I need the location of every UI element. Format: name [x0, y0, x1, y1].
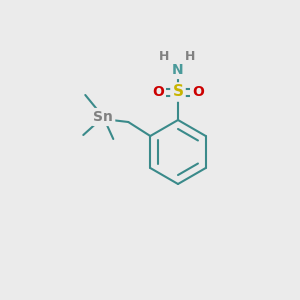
Text: N: N — [172, 63, 184, 77]
Text: Sn: Sn — [93, 110, 113, 124]
Text: H: H — [159, 50, 169, 64]
Text: H: H — [185, 50, 195, 64]
Text: O: O — [152, 85, 164, 99]
Text: S: S — [172, 85, 184, 100]
Text: O: O — [192, 85, 204, 99]
